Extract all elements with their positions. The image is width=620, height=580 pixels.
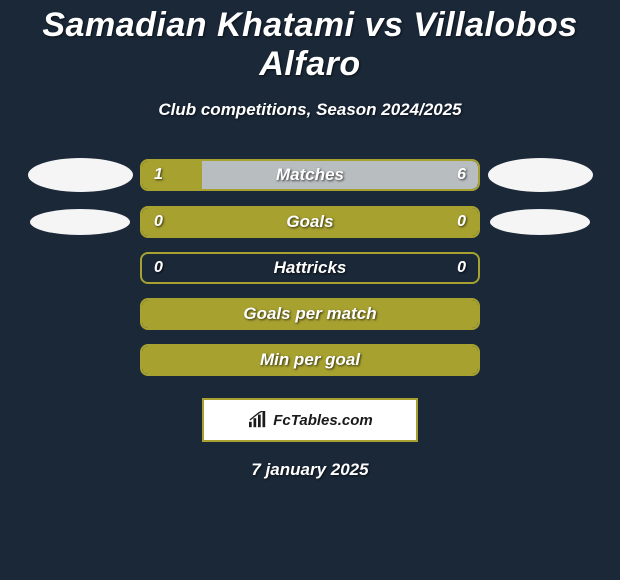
player-avatar-left [30, 209, 130, 235]
source-badge[interactable]: FcTables.com [202, 398, 418, 442]
stat-label: Matches [276, 165, 344, 185]
avatar-slot-right [480, 158, 600, 192]
stat-row: Min per goal [0, 344, 620, 376]
date-label: 7 january 2025 [0, 460, 620, 480]
stat-row: Goals per match [0, 298, 620, 330]
container: Samadian Khatami vs Villalobos Alfaro Cl… [0, 0, 620, 480]
stat-value-right: 0 [457, 213, 466, 231]
stat-row: 1 6 Matches [0, 158, 620, 192]
stat-value-right: 6 [457, 166, 466, 184]
avatar-slot-left [20, 209, 140, 235]
player-avatar-right [488, 158, 593, 192]
stat-label: Hattricks [274, 258, 347, 278]
avatar-slot-right [480, 209, 600, 235]
stat-bar: Min per goal [140, 344, 480, 376]
bar-chart-icon [247, 411, 269, 429]
stat-bar: 0 0 Hattricks [140, 252, 480, 284]
stat-label: Min per goal [260, 350, 360, 370]
stat-value-right: 0 [457, 259, 466, 277]
stat-value-left: 0 [154, 259, 163, 277]
player-avatar-right [490, 209, 590, 235]
stat-value-left: 0 [154, 213, 163, 231]
stat-label: Goals [286, 212, 333, 232]
stat-row: 0 0 Goals [0, 206, 620, 238]
player-avatar-left [28, 158, 133, 192]
badge-label: FcTables.com [273, 412, 372, 429]
avatar-slot-left [20, 158, 140, 192]
page-title: Samadian Khatami vs Villalobos Alfaro [0, 6, 620, 84]
stat-row: 0 0 Hattricks [0, 252, 620, 284]
stat-bar: 0 0 Goals [140, 206, 480, 238]
bar-fill-left [142, 161, 202, 189]
stat-bar: 1 6 Matches [140, 159, 480, 191]
stats-rows: 1 6 Matches 0 0 Goals 0 0 Hattricks Goals per mat… [0, 158, 620, 376]
stat-value-left: 1 [154, 166, 163, 184]
subtitle: Club competitions, Season 2024/2025 [0, 100, 620, 120]
stat-label: Goals per match [243, 304, 376, 324]
stat-bar: Goals per match [140, 298, 480, 330]
